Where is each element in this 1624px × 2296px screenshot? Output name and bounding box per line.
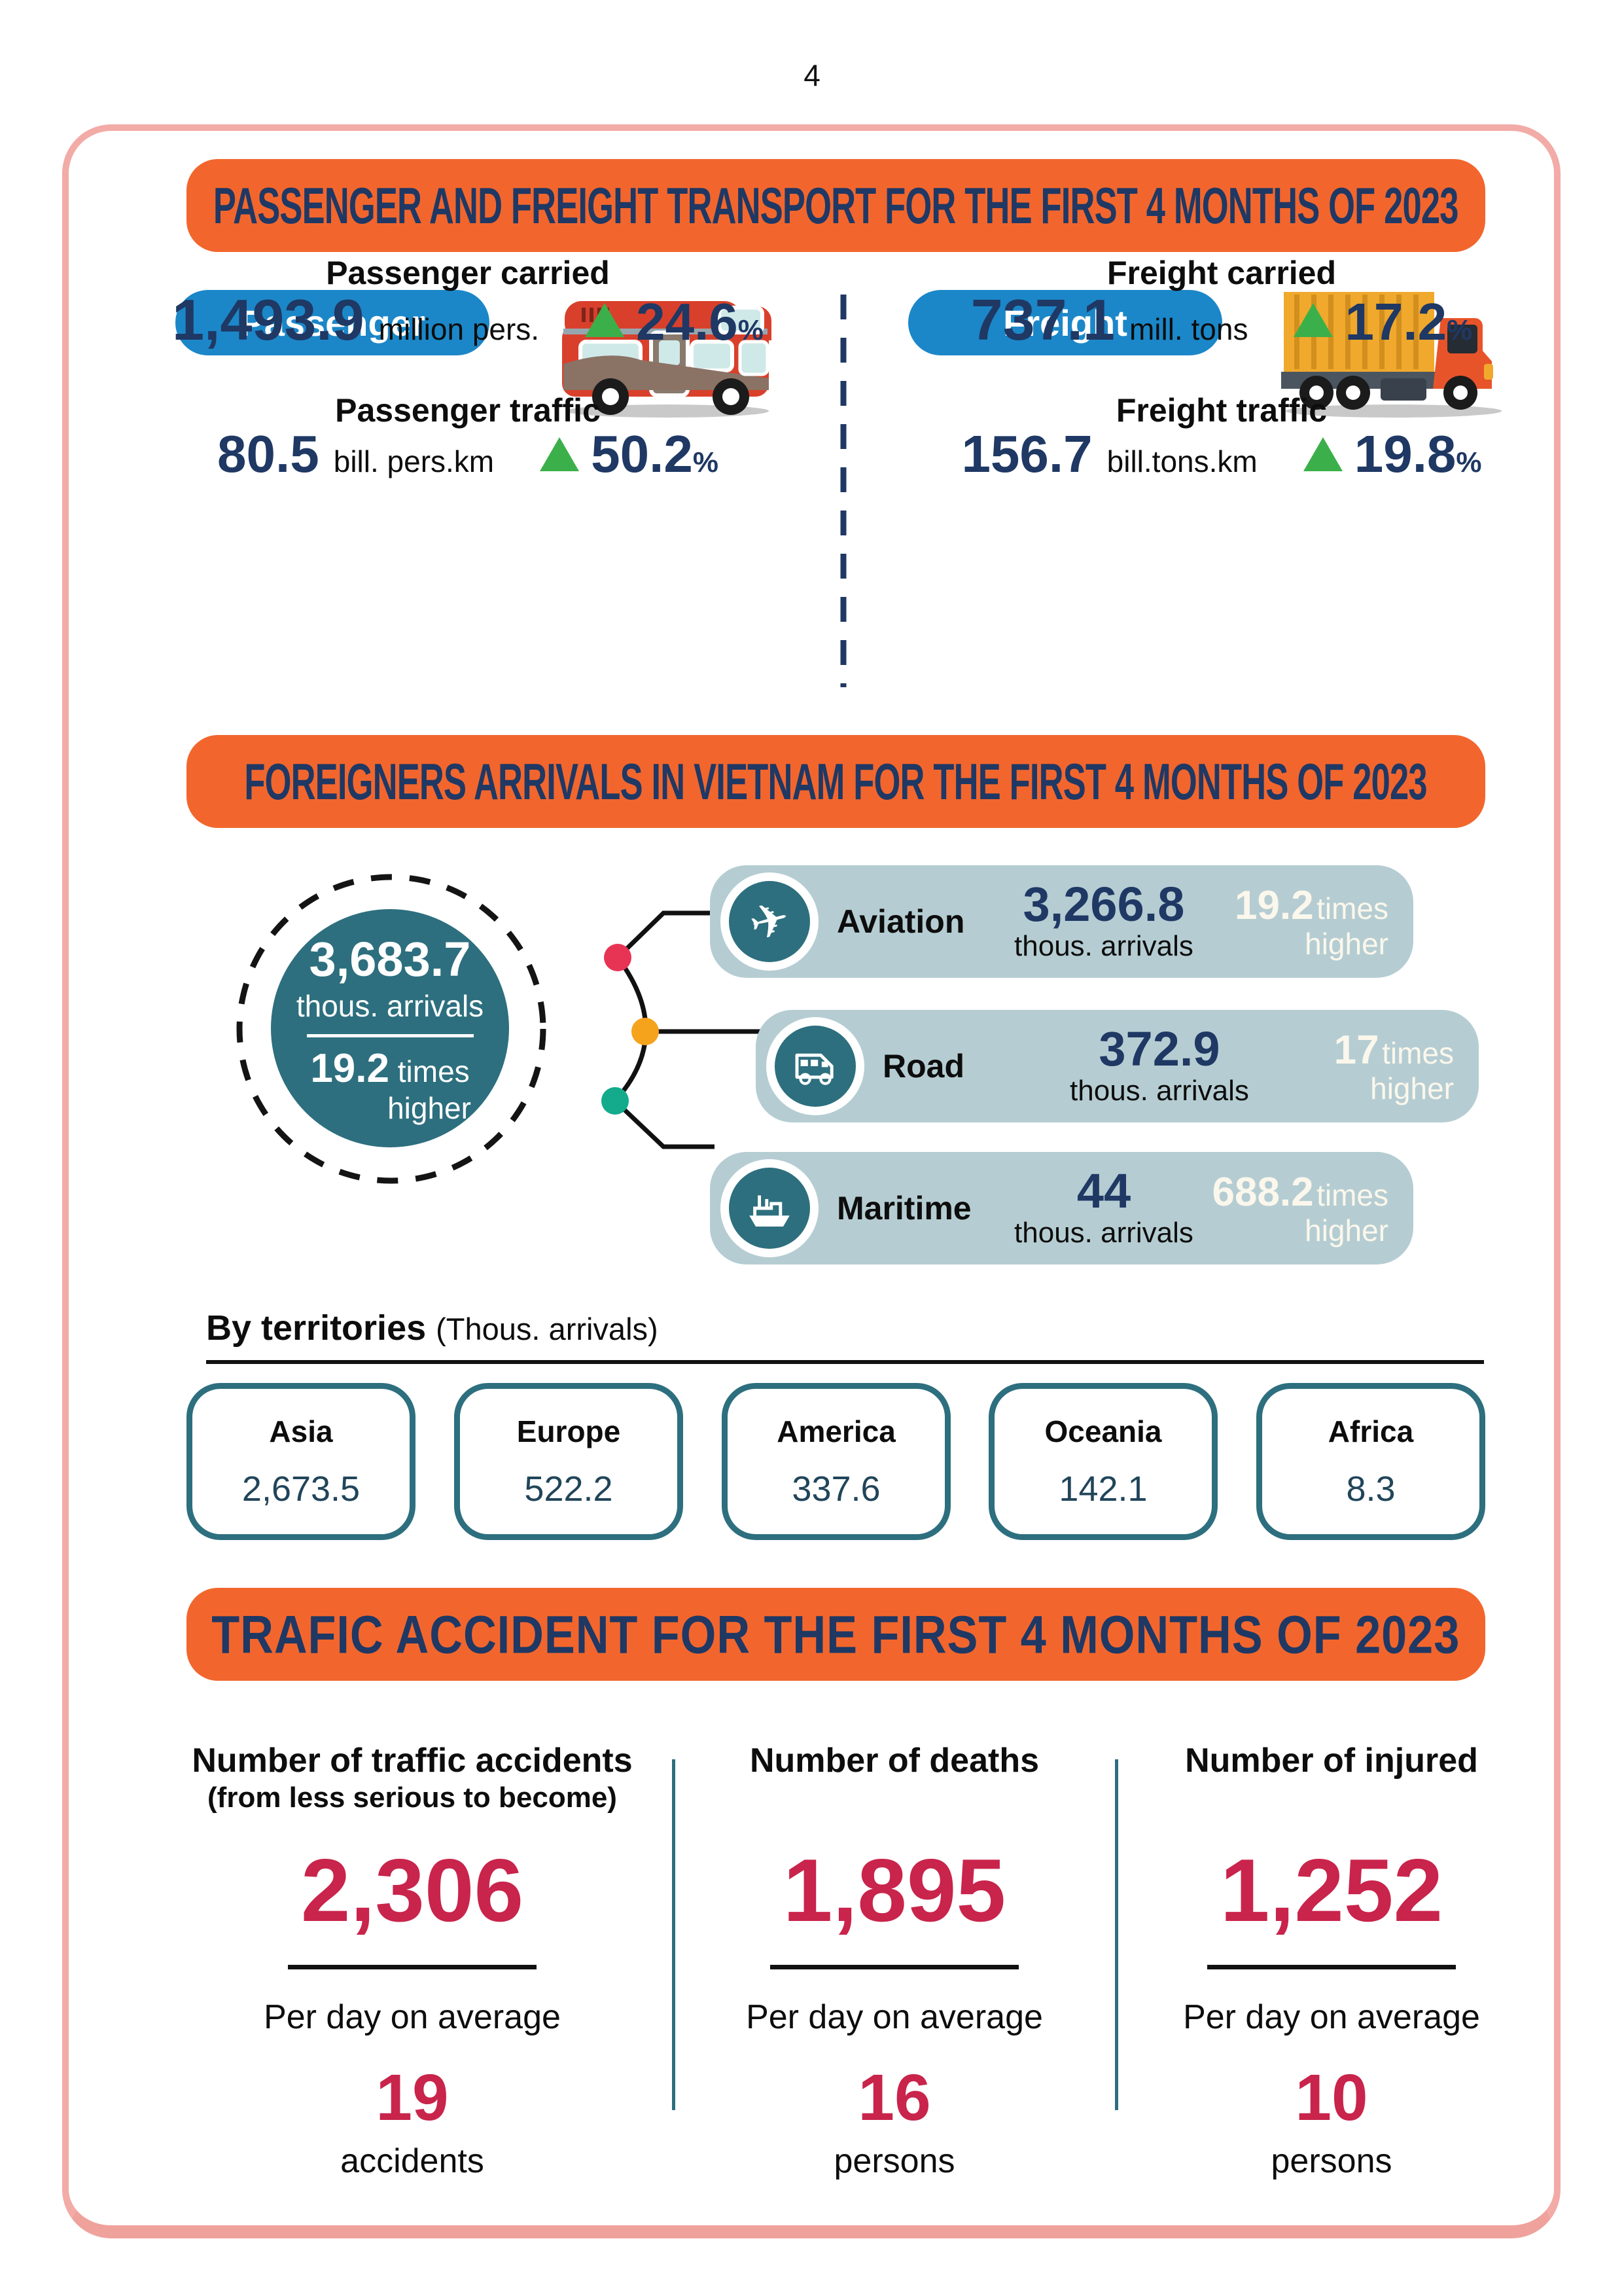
up-triangle-icon — [540, 437, 580, 471]
percent-sign: % — [692, 446, 718, 478]
arrivals-banner-title: FOREIGNERS ARRIVALS IN VIETNAM FOR THE F… — [244, 753, 1428, 810]
bus-icon — [562, 301, 771, 418]
aviation-unit: thous. arrivals — [1014, 930, 1193, 962]
accidents-column-deaths: Number of deaths 1,895 Per day on averag… — [695, 1741, 1094, 2186]
road-row: Road 372.9 thous. arrivals 17 times high… — [756, 1010, 1479, 1122]
aviation-value: 3,266.8 — [1023, 877, 1185, 931]
accidents-total: 2,306 — [300, 1840, 524, 1940]
dashed-ring — [236, 874, 546, 1184]
road-value-block: 372.9 thous. arrivals — [1050, 1025, 1269, 1107]
percent-sign: % — [1456, 446, 1482, 478]
arrivals-total-times: 19.2 times — [310, 1045, 470, 1091]
accidents-per-day-value: 19 — [376, 2061, 449, 2134]
passenger-traffic-change: 50.2 — [591, 425, 693, 483]
deaths-total: 1,895 — [783, 1840, 1006, 1940]
truck-icon — [1281, 292, 1502, 418]
maritime-unit: thous. arrivals — [1014, 1217, 1193, 1249]
freight-traffic-stat: 156.7 bill.tons.km 19.8 % — [917, 424, 1526, 484]
road-dot — [631, 1018, 659, 1045]
passenger-carried-label: Passenger carried — [326, 255, 610, 291]
arrivals-banner: FOREIGNERS ARRIVALS IN VIETNAM FOR THE F… — [186, 735, 1485, 828]
freight-carried-value: 737.1 — [970, 287, 1115, 352]
arrivals-total-unit: thous. arrivals — [296, 988, 484, 1023]
maritime-times: 688.2 times higher — [1212, 1169, 1388, 1247]
freight-carried-change: 17.2 — [1345, 293, 1447, 351]
circle-divider — [306, 1033, 474, 1037]
transport-divider — [840, 295, 847, 687]
percent-sign: % — [1447, 314, 1473, 346]
road-value: 372.9 — [1099, 1022, 1220, 1076]
territories-heading: By territories (Thous. arrivals) — [206, 1308, 658, 1348]
accidents-divider — [1115, 1759, 1118, 2110]
road-unit: thous. arrivals — [1070, 1075, 1249, 1107]
territory-card-america: America 337.6 — [722, 1383, 951, 1540]
passenger-traffic-label: Passenger traffic — [335, 392, 601, 429]
accidents-divider — [672, 1759, 675, 2110]
aviation-row: ✈ Aviation 3,266.8 thous. arrivals 19.2 … — [710, 865, 1413, 978]
percent-sign: % — [737, 314, 764, 346]
arrivals-total-higher: higher — [387, 1090, 471, 1125]
aviation-label: Aviation — [837, 903, 965, 940]
deaths-underline — [770, 1965, 1019, 1969]
plane-icon: ✈ — [720, 872, 819, 971]
freight-carried-stat: 737.1 mill. tons 17.2 % — [917, 287, 1526, 353]
freight-traffic-value: 156.7 — [961, 425, 1093, 483]
aviation-value-block: 3,266.8 thous. arrivals — [1004, 880, 1204, 963]
passenger-carried-stat: 1,493.9 million pers. 24.6 % — [164, 287, 772, 353]
maritime-row: Maritime 44 thous. arrivals 688.2 times … — [710, 1152, 1413, 1265]
territory-card-asia: Asia 2,673.5 — [186, 1383, 415, 1540]
road-times: 17 times higher — [1333, 1027, 1454, 1105]
injured-per-day-value: 10 — [1295, 2061, 1368, 2134]
arrivals-total-circle: 3,683.7 thous. arrivals 19.2 times highe… — [271, 909, 509, 1147]
freight-tab-label: Freight — [1003, 302, 1127, 344]
passenger-tab-label: Passenger — [239, 302, 425, 344]
accidents-banner: TRAFIC ACCIDENT FOR THE FIRST 4 MONTHS O… — [186, 1588, 1485, 1681]
territories-rule — [206, 1360, 1484, 1364]
up-triangle-icon — [1294, 303, 1333, 337]
passenger-traffic-value: 80.5 — [217, 425, 319, 483]
accidents-column-total: Number of traffic accidents (from less s… — [170, 1741, 654, 2186]
aviation-times: 19.2 times higher — [1234, 882, 1388, 961]
mode-connectors — [601, 910, 760, 1149]
page-number: 4 — [803, 58, 821, 92]
maritime-value: 44 — [1076, 1164, 1131, 1218]
freight-traffic-unit: bill.tons.km — [1106, 444, 1258, 478]
accidents-underline — [288, 1965, 537, 1969]
injured-underline — [1207, 1965, 1456, 1969]
van-icon — [766, 1017, 864, 1115]
maritime-value-block: 44 thous. arrivals — [1004, 1167, 1204, 1249]
maritime-dot — [601, 1087, 629, 1115]
up-triangle-icon — [585, 303, 625, 337]
passenger-tab: Passenger — [175, 290, 489, 355]
freight-tab: Freight — [908, 290, 1222, 355]
injured-total: 1,252 — [1220, 1840, 1443, 1940]
road-label: Road — [883, 1048, 964, 1085]
freight-traffic-change: 19.8 — [1354, 425, 1456, 483]
passenger-traffic-stat: 80.5 bill. pers.km 50.2 % — [164, 424, 772, 484]
transport-banner-title: PASSENGER AND FREIGHT TRANSPORT FOR THE … — [213, 177, 1459, 234]
transport-banner: PASSENGER AND FREIGHT TRANSPORT FOR THE … — [186, 159, 1485, 252]
up-triangle-icon — [1303, 437, 1343, 471]
ship-icon — [720, 1159, 819, 1257]
passenger-carried-unit: million pers. — [378, 312, 540, 346]
passenger-carried-value: 1,493.9 — [172, 287, 364, 352]
maritime-label: Maritime — [837, 1190, 972, 1227]
accidents-column-injured: Number of injured 1,252 Per day on avera… — [1129, 1741, 1534, 2186]
territory-card-europe: Europe 522.2 — [454, 1383, 683, 1540]
passenger-traffic-unit: bill. pers.km — [333, 444, 495, 478]
aviation-dot — [604, 944, 631, 971]
freight-carried-label: Freight carried — [1106, 255, 1337, 291]
territories-subtitle: (Thous. arrivals) — [436, 1312, 658, 1346]
accidents-banner-title: TRAFIC ACCIDENT FOR THE FIRST 4 MONTHS O… — [211, 1604, 1460, 1664]
territory-card-oceania: Oceania 142.1 — [989, 1383, 1218, 1540]
freight-carried-unit: mill. tons — [1129, 312, 1248, 346]
deaths-per-day-value: 16 — [858, 2061, 931, 2134]
territory-card-africa: Africa 8.3 — [1256, 1383, 1485, 1540]
arrivals-total-value: 3,683.7 — [309, 931, 471, 986]
freight-traffic-label: Freight traffic — [1116, 392, 1328, 429]
territories-title: By territories — [206, 1308, 427, 1348]
passenger-carried-change: 24.6 — [636, 293, 738, 351]
